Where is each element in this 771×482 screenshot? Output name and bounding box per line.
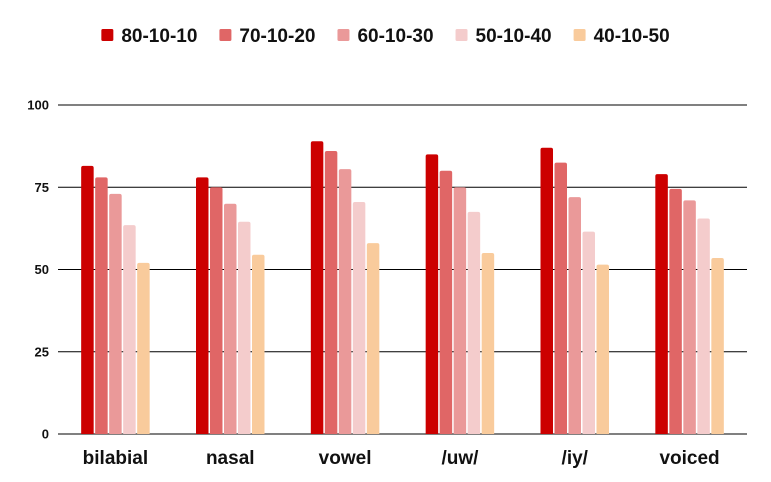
bar-70-10-20-bilabial: [95, 177, 108, 434]
bar-60-10-30-voiced: [683, 200, 696, 434]
legend-label: 50-10-40: [476, 26, 552, 47]
y-tick-label: 50: [35, 262, 49, 277]
legend: 80-10-10 70-10-20 60-10-30 50-10-40 40-10-50: [101, 26, 670, 47]
bar-80-10-10-/iy/: [540, 147, 553, 434]
bar-50-10-40-vowel: [352, 202, 366, 434]
bar-70-10-20-/iy/: [554, 162, 567, 434]
bar-70-10-20-/uw/: [439, 170, 453, 435]
bars: [81, 141, 724, 435]
bar-80-10-10-voiced: [655, 174, 668, 434]
y-tick-label: 100: [27, 98, 49, 113]
legend-item: 70-10-20: [219, 26, 315, 47]
y-tick-label: 25: [35, 344, 49, 359]
y-tick-label: 0: [42, 427, 49, 442]
bar-40-10-50-voiced: [711, 257, 724, 434]
legend-item: 40-10-50: [573, 26, 670, 47]
bar-60-10-30-/iy/: [568, 197, 581, 434]
x-tick-label: nasal: [206, 448, 255, 469]
bar-60-10-30-bilabial: [109, 193, 122, 434]
legend-swatch: [455, 29, 468, 41]
bar-80-10-10-nasal: [196, 177, 209, 434]
x-tick-label: vowel: [319, 448, 372, 469]
legend-label: 40-10-50: [594, 26, 670, 47]
bar-50-10-40-nasal: [238, 221, 251, 434]
bar-70-10-20-vowel: [324, 151, 338, 434]
x-tick-label: /uw/: [441, 448, 479, 469]
legend-swatch: [573, 29, 586, 41]
legend-item: 80-10-10: [101, 26, 197, 47]
legend-swatch: [101, 29, 114, 41]
legend-label: 70-10-20: [239, 26, 315, 47]
legend-item: 50-10-40: [455, 26, 552, 47]
bar-70-10-20-nasal: [210, 187, 223, 434]
legend-label: 60-10-30: [357, 26, 433, 47]
legend-swatch: [337, 29, 350, 41]
bar-80-10-10-bilabial: [81, 165, 94, 435]
bar-50-10-40-/iy/: [582, 231, 595, 434]
bar-60-10-30-/uw/: [453, 187, 467, 434]
y-tick-label: 75: [35, 180, 49, 195]
bar-80-10-10-/uw/: [425, 154, 439, 434]
bar-50-10-40-voiced: [697, 218, 710, 434]
x-tick-label: voiced: [659, 448, 719, 469]
bar-40-10-50-/uw/: [481, 253, 495, 434]
gridlines: [58, 104, 747, 435]
bar-50-10-40-bilabial: [123, 225, 136, 434]
legend-item: 60-10-30: [337, 26, 434, 47]
bar-40-10-50-vowel: [366, 243, 380, 434]
legend-swatch: [219, 29, 232, 41]
bar-60-10-30-nasal: [224, 203, 237, 434]
bar-40-10-50-/iy/: [596, 264, 609, 434]
bar-40-10-50-bilabial: [137, 262, 150, 434]
bar-40-10-50-nasal: [252, 254, 265, 434]
legend-label: 80-10-10: [121, 26, 197, 47]
bar-80-10-10-vowel: [310, 141, 324, 434]
bar-70-10-20-voiced: [669, 188, 682, 434]
x-tick-label: /iy/: [562, 448, 589, 469]
bar-50-10-40-/uw/: [467, 211, 481, 434]
bar-60-10-30-vowel: [338, 169, 352, 434]
x-axis-ticks: bilabial nasal vowel/uw/ /iy/voiced: [83, 448, 720, 469]
x-tick-label: bilabial: [83, 448, 148, 469]
y-axis-ticks: 0 25 50 75 100: [27, 98, 49, 442]
